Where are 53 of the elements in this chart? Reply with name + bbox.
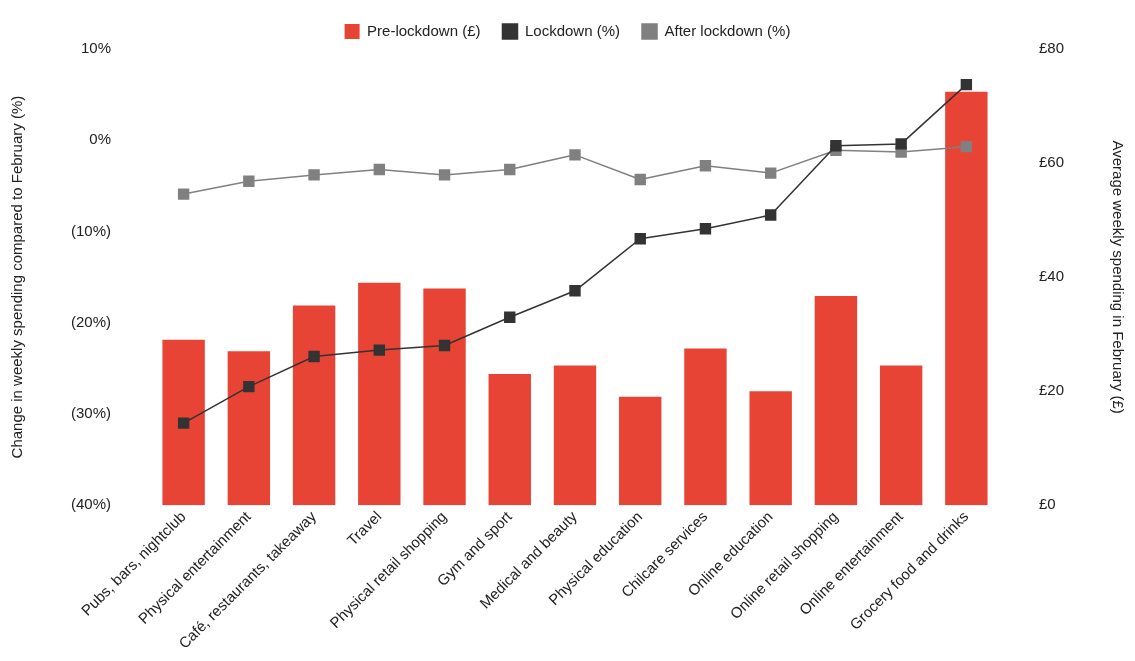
y-axis-title: Change in weekly spending compared to February (%) [8, 95, 26, 459]
point [699, 223, 712, 235]
point [634, 173, 646, 186]
y-tick-label: 10% [80, 39, 112, 57]
bar [879, 365, 923, 506]
bar [684, 348, 727, 506]
y-tick-label: (10%) [71, 221, 112, 239]
y2-tick-label: £80 [1038, 39, 1064, 57]
point [634, 233, 646, 245]
y-tick-label: 0% [89, 130, 112, 148]
point [308, 350, 320, 363]
legend-label: Lockdown (%) [524, 21, 621, 39]
bar [619, 396, 662, 506]
y-tick-label: (30%) [71, 404, 112, 422]
bar [423, 288, 466, 506]
bar [227, 351, 271, 506]
y2-tick-label: £60 [1038, 153, 1064, 171]
point [243, 380, 255, 393]
point [308, 169, 320, 181]
y2-tick-label: £0 [1038, 495, 1056, 513]
point [830, 140, 842, 152]
bar [945, 91, 988, 506]
y2-tick-label: £40 [1038, 267, 1064, 285]
point [960, 140, 973, 153]
legend-label: Pre-lockdown (£) [367, 21, 481, 39]
point [373, 344, 386, 356]
point [177, 188, 190, 200]
point [243, 175, 255, 187]
point [177, 417, 190, 429]
bar [553, 365, 597, 506]
point [764, 167, 777, 179]
bar [749, 391, 792, 506]
bar [488, 374, 531, 506]
point [504, 163, 516, 176]
point [764, 209, 777, 221]
point [569, 149, 581, 161]
point [569, 285, 581, 297]
y2-axis-title: Average weekly spending in February (£) [1109, 140, 1127, 414]
point [373, 163, 386, 176]
y-tick-label: (40%) [71, 495, 112, 513]
point [895, 138, 907, 150]
bar [814, 295, 858, 506]
y2-tick-label: £20 [1038, 381, 1064, 399]
bar [292, 305, 336, 506]
y-tick-label: (20%) [71, 312, 112, 330]
point [504, 311, 516, 323]
point [438, 339, 451, 352]
point [438, 169, 451, 181]
point [960, 78, 973, 91]
bar [358, 282, 401, 506]
bar [162, 339, 205, 506]
legend-label: After lockdown (%) [664, 21, 791, 39]
point [699, 160, 712, 172]
